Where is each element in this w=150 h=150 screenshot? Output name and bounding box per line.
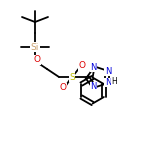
Text: Si: Si — [31, 42, 39, 51]
Text: N: N — [105, 67, 111, 76]
Text: S: S — [69, 72, 75, 81]
Text: O: O — [33, 56, 41, 64]
Text: N: N — [90, 82, 97, 91]
Text: N: N — [90, 63, 97, 72]
Text: O: O — [60, 84, 66, 93]
Text: H: H — [111, 77, 117, 86]
Text: O: O — [78, 61, 86, 70]
Text: N: N — [105, 78, 111, 87]
